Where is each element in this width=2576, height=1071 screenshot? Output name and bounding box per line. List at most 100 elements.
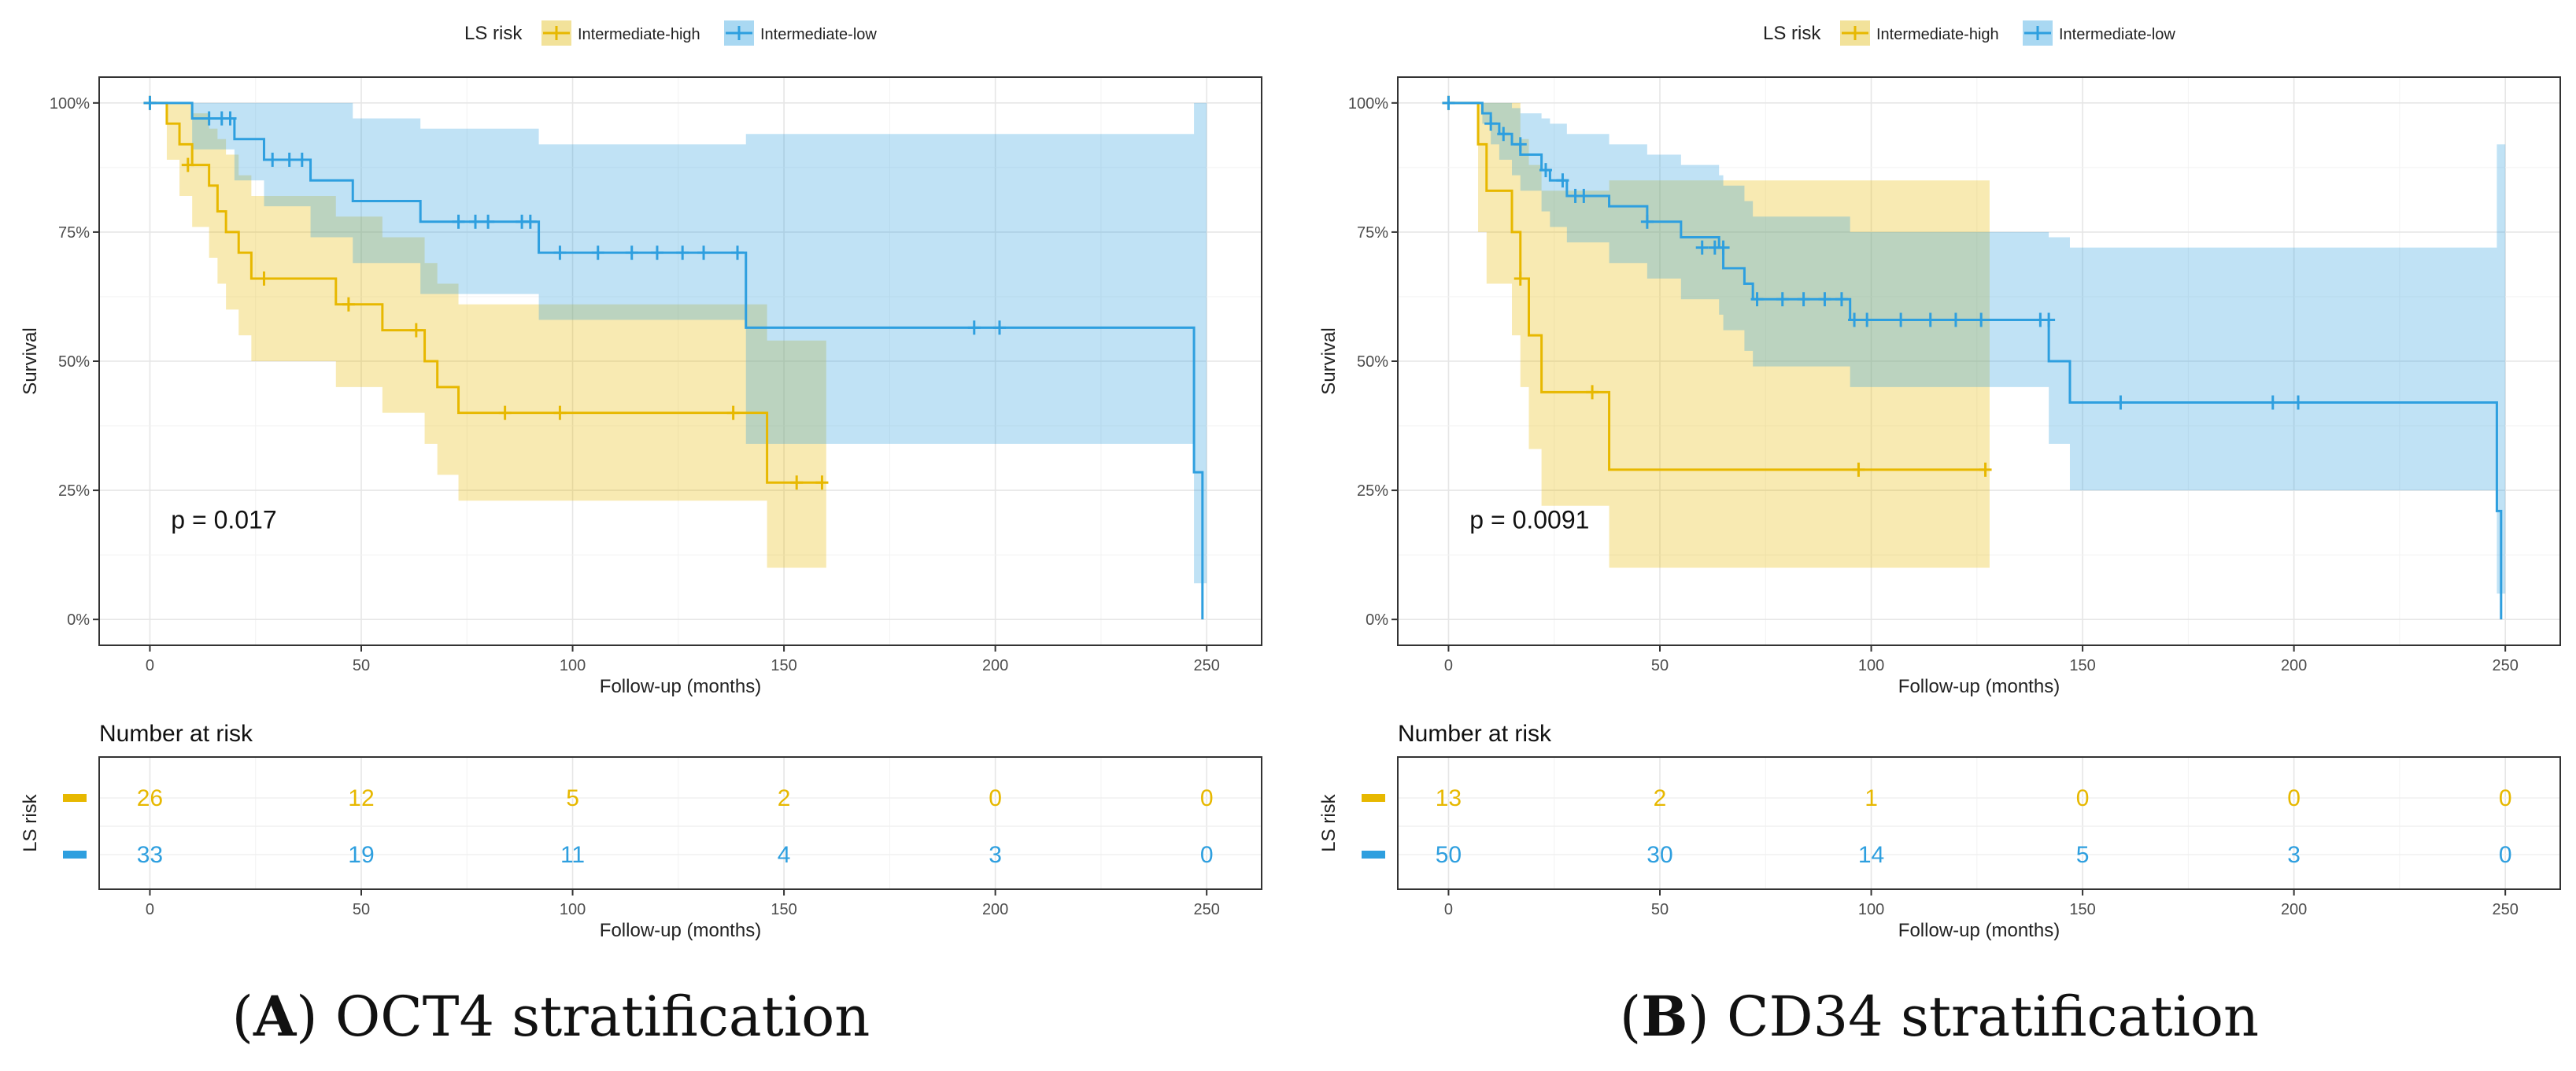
censor-mark-low xyxy=(1556,173,1569,188)
risk-table-ylabel: LS risk xyxy=(20,793,41,851)
x-axis: 0 50 100 150 200 250 Follow-up (months) xyxy=(1444,645,2519,697)
y-tick-label: 50% xyxy=(1357,353,1388,371)
x-axis: 0 50 100 150 200 250 Follow-up (months) xyxy=(146,645,1220,697)
caption-a: (A) OCT4 stratification xyxy=(231,984,870,1049)
censor-mark-low xyxy=(1442,95,1455,110)
legend-label: Intermediate-high xyxy=(1876,26,1999,43)
risk-count-high: 0 xyxy=(2076,785,2090,811)
risk-count-low: 14 xyxy=(1858,842,1884,868)
legend-label: Intermediate-low xyxy=(2059,26,2175,43)
panel-a: LS risk Intermediate-high Intermediate-low… xyxy=(20,20,1262,941)
risk-x-axis-title: Follow-up (months) xyxy=(600,920,761,941)
censor-mark-low xyxy=(1797,292,1810,307)
x-tick-label: 50 xyxy=(353,657,370,674)
x-tick-label: 200 xyxy=(2281,657,2307,674)
survival-curves xyxy=(1442,95,2503,620)
censor-mark-high xyxy=(498,405,512,420)
censor-mark-low xyxy=(650,246,663,260)
censor-mark-high xyxy=(409,323,423,338)
risk-x-tick-label: 200 xyxy=(2281,901,2307,918)
censor-mark-low xyxy=(625,246,638,260)
risk-count-high: 13 xyxy=(1436,785,1462,811)
risk-x-tick-label: 50 xyxy=(1651,901,1669,918)
risk-x-tick-label: 200 xyxy=(982,901,1008,918)
risk-table-border xyxy=(1397,756,2561,890)
censor-mark-high xyxy=(1586,385,1599,400)
caption-a-letter: A xyxy=(253,984,297,1049)
risk-table: Number at risk 26 33 12 19 5 11 2 4 0 3 0 0 LS risk 0 5… xyxy=(20,721,1262,941)
risk-count-high: 5 xyxy=(566,785,579,811)
x-tick-label: 100 xyxy=(1858,657,1884,674)
legend-key-high: Intermediate-high xyxy=(541,20,700,46)
censor-mark-low xyxy=(676,246,689,260)
risk-row-key-high xyxy=(1362,794,1385,802)
risk-count-high: 2 xyxy=(778,785,791,811)
censor-mark-high xyxy=(553,405,567,420)
censor-mark-low xyxy=(283,153,296,168)
legend-label: Intermediate-low xyxy=(760,26,877,43)
censor-mark-low xyxy=(1513,137,1527,152)
censor-mark-low xyxy=(1695,240,1709,255)
censor-mark-low xyxy=(143,95,157,110)
risk-table-title: Number at risk xyxy=(99,721,253,747)
censor-mark-low xyxy=(266,153,279,168)
censor-mark-low xyxy=(1497,127,1510,142)
y-axis: 0% 25% 50% 75% 100% Survival xyxy=(1318,95,1398,629)
band-low xyxy=(1448,102,2506,594)
censor-mark-low xyxy=(224,111,237,126)
risk-x-tick-label: 0 xyxy=(146,901,154,918)
band-high xyxy=(1448,102,1990,568)
legend: LS risk Intermediate-high Intermediate-low xyxy=(464,20,877,46)
censor-mark-high xyxy=(1979,462,1992,477)
risk-count-high: 0 xyxy=(1200,785,1214,811)
censor-mark-low xyxy=(731,246,745,260)
risk-table-ylabel: LS risk xyxy=(1318,793,1340,851)
y-tick-label: 75% xyxy=(58,224,90,242)
y-tick-label: 100% xyxy=(1348,95,1388,113)
y-tick-label: 100% xyxy=(50,95,90,113)
legend-key-high: Intermediate-high xyxy=(1840,20,1999,46)
censor-mark-low xyxy=(523,214,537,229)
censor-mark-low xyxy=(1835,292,1848,307)
censor-mark-low xyxy=(1539,163,1552,178)
censor-mark-low xyxy=(2266,395,2279,410)
y-tick-label: 0% xyxy=(67,611,90,629)
p-value: p = 0.017 xyxy=(171,506,276,534)
censor-mark-high xyxy=(181,157,194,172)
risk-table-border xyxy=(98,756,1262,890)
curve-high xyxy=(1448,102,1986,471)
censor-mark-high xyxy=(726,405,740,420)
censor-mark-low xyxy=(1577,188,1591,203)
legend: LS risk Intermediate-high Intermediate-low xyxy=(1763,20,2175,46)
risk-x-tick-label: 150 xyxy=(2069,901,2095,918)
risk-table-title: Number at risk xyxy=(1398,721,1552,747)
x-tick-label: 50 xyxy=(1651,657,1669,674)
x-tick-label: 100 xyxy=(560,657,586,674)
risk-x-tick-label: 150 xyxy=(771,901,796,918)
caption-b-title: CD34 stratification xyxy=(1726,984,2260,1049)
risk-count-high: 2 xyxy=(1654,785,1667,811)
censor-mark-low xyxy=(2042,312,2056,327)
x-tick-label: 150 xyxy=(2069,657,2095,674)
x-tick-label: 200 xyxy=(982,657,1008,674)
censor-mark-low xyxy=(967,320,981,335)
censor-mark-low xyxy=(1484,116,1498,131)
curve-low xyxy=(150,102,1204,620)
legend-key-low: Intermediate-low xyxy=(2023,20,2175,46)
censor-mark-low xyxy=(2292,395,2305,410)
censor-mark-low xyxy=(553,246,567,260)
risk-x-tick-label: 250 xyxy=(1193,901,1219,918)
risk-count-high: 26 xyxy=(137,785,163,811)
y-axis-title: Survival xyxy=(1318,327,1340,394)
grid xyxy=(1398,77,2560,645)
risk-row-key-low xyxy=(63,851,87,859)
risk-count-low: 0 xyxy=(1200,842,1214,868)
curve-high xyxy=(150,102,822,484)
censor-mark-low xyxy=(1848,312,1861,327)
censor-mark-high xyxy=(257,271,271,286)
censor-mark-high xyxy=(1852,462,1865,477)
risk-count-low: 11 xyxy=(560,842,585,868)
risk-count-low: 5 xyxy=(2076,842,2090,868)
